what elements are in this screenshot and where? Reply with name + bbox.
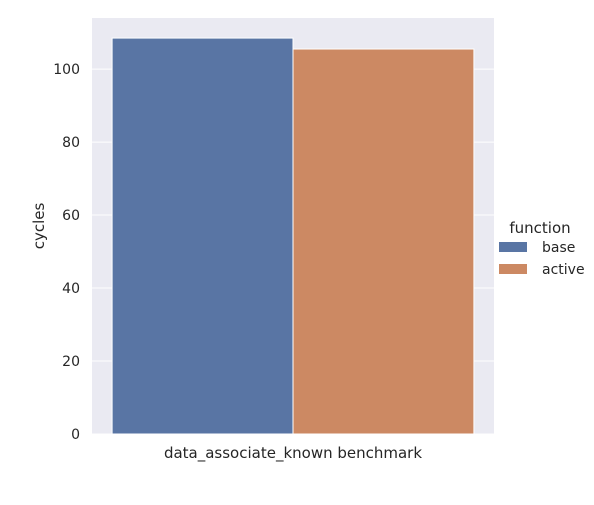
bar-base [111, 37, 294, 435]
legend-title: function [509, 219, 570, 237]
bars [111, 37, 475, 435]
y-tick-labels: 0 20 40 60 80 100 [53, 62, 80, 443]
y-tick-label-5: 100 [53, 62, 80, 78]
y-axis-label: cycles [30, 203, 48, 250]
y-tick-label-0: 0 [71, 427, 80, 443]
legend-swatch-base [499, 242, 527, 252]
y-tick-label-2: 40 [62, 281, 80, 297]
legend: function base active [499, 219, 585, 278]
legend-label-active: active [542, 262, 585, 278]
bar-active [292, 48, 475, 435]
legend-label-base: base [542, 240, 575, 256]
legend-swatch-active [499, 264, 527, 274]
y-tick-label-4: 80 [62, 135, 80, 151]
y-tick-label-3: 60 [62, 208, 80, 224]
y-tick-label-1: 20 [62, 354, 80, 370]
x-axis-label: data_associate_known benchmark [164, 444, 422, 463]
